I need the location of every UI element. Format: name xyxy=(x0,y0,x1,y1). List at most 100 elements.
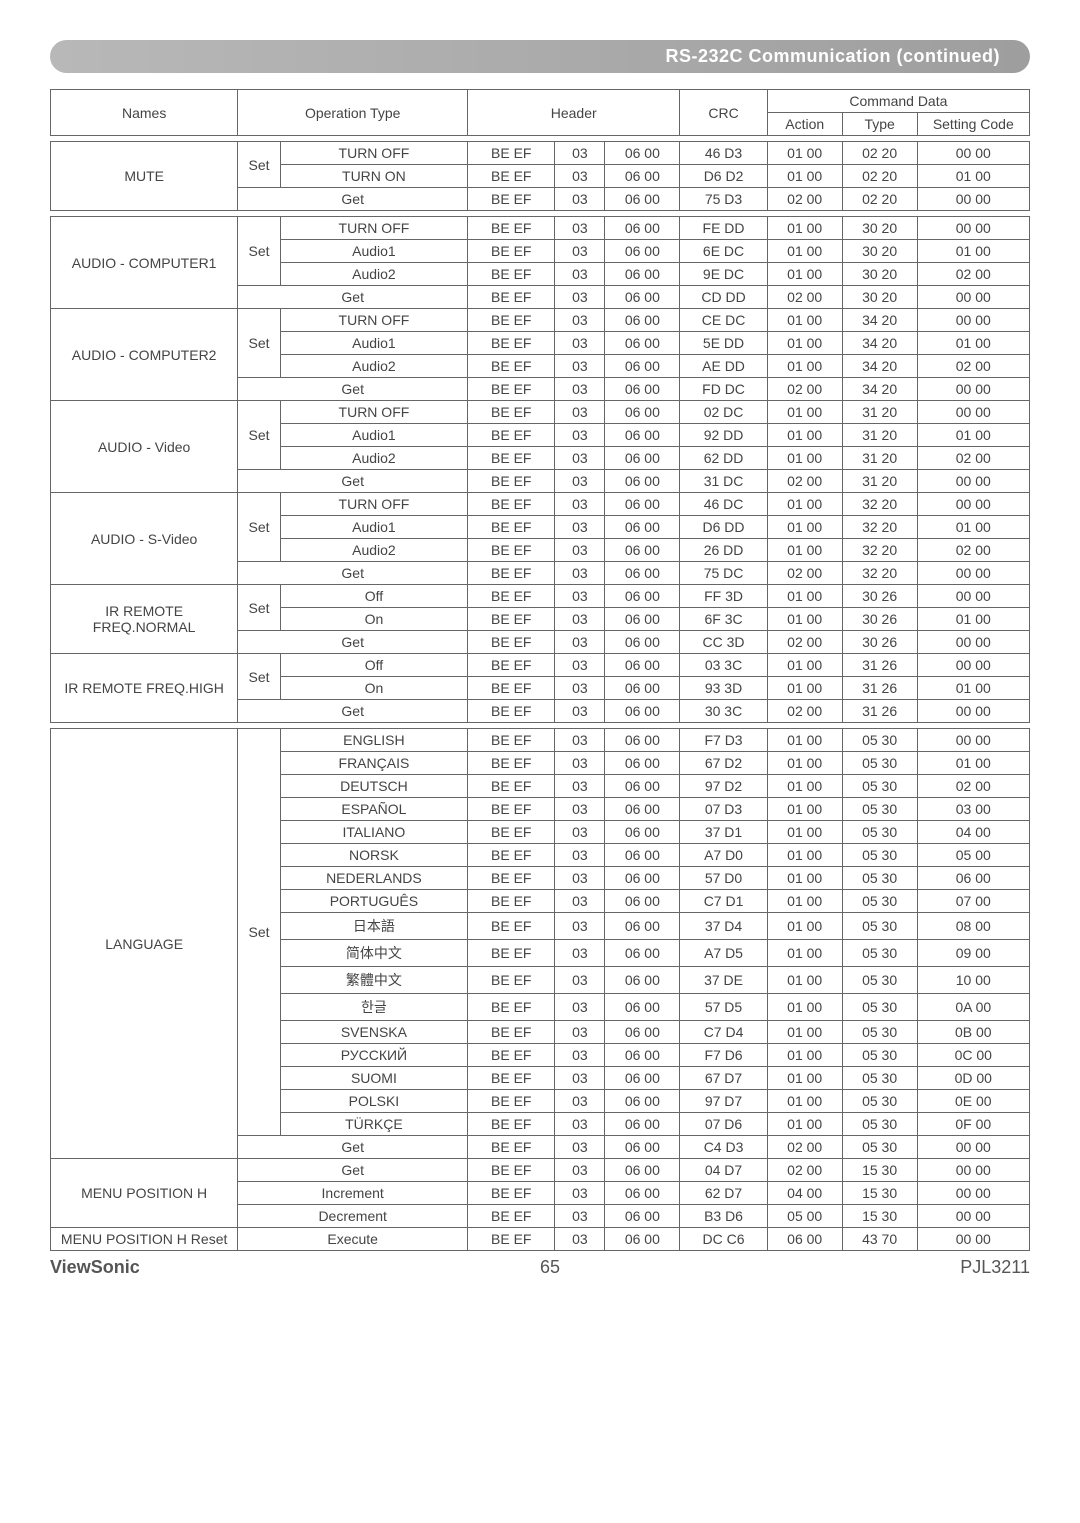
cell-h2: 03 xyxy=(555,188,605,211)
set-label: Set xyxy=(238,309,280,378)
cell-ty: 30 26 xyxy=(842,585,917,608)
cell-ty: 15 30 xyxy=(842,1205,917,1228)
cell-h1: BE EF xyxy=(468,1113,555,1136)
cell-h3: 06 00 xyxy=(605,890,680,913)
row-name: AUDIO - COMPUTER1 xyxy=(51,217,238,309)
table-row: IR REMOTE FREQ.HIGHSetOffBE EF0306 0003 … xyxy=(51,654,1030,677)
cell-h3: 06 00 xyxy=(605,913,680,940)
cell-h2: 03 xyxy=(555,1159,605,1182)
cell-h1: BE EF xyxy=(468,844,555,867)
cell-ty: 30 20 xyxy=(842,240,917,263)
cell-sc: 00 00 xyxy=(917,188,1029,211)
cell-h1: BE EF xyxy=(468,217,555,240)
cell-h1: BE EF xyxy=(468,539,555,562)
operation: TURN OFF xyxy=(280,493,467,516)
cell-crc: CE DC xyxy=(680,309,767,332)
footer-brand: ViewSonic xyxy=(50,1257,140,1278)
operation: POLSKI xyxy=(280,1090,467,1113)
cell-ac: 01 00 xyxy=(767,654,842,677)
cell-crc: D6 D2 xyxy=(680,165,767,188)
operation: FRANÇAIS xyxy=(280,752,467,775)
cell-crc: 37 D4 xyxy=(680,913,767,940)
cell-ac: 01 00 xyxy=(767,752,842,775)
cell-ac: 01 00 xyxy=(767,844,842,867)
table-row: MUTESetTURN OFFBE EF0306 0046 D301 0002 … xyxy=(51,142,1030,165)
operation: TURN OFF xyxy=(280,142,467,165)
cell-h3: 06 00 xyxy=(605,447,680,470)
cell-ac: 02 00 xyxy=(767,700,842,723)
operation: Audio1 xyxy=(280,240,467,263)
cell-sc: 00 00 xyxy=(917,142,1029,165)
cell-h1: BE EF xyxy=(468,240,555,263)
col-command-data: Command Data xyxy=(767,90,1029,113)
cell-sc: 01 00 xyxy=(917,424,1029,447)
cell-sc: 01 00 xyxy=(917,332,1029,355)
operation: ITALIANO xyxy=(280,821,467,844)
cell-crc: 37 D1 xyxy=(680,821,767,844)
cell-ac: 01 00 xyxy=(767,447,842,470)
col-operation-type: Operation Type xyxy=(238,90,468,136)
cell-h2: 03 xyxy=(555,165,605,188)
col-header: Header xyxy=(468,90,680,136)
cell-crc: 46 D3 xyxy=(680,142,767,165)
operation: 日本語 xyxy=(280,913,467,940)
cell-h3: 06 00 xyxy=(605,188,680,211)
cell-h2: 03 xyxy=(555,562,605,585)
cell-ac: 01 00 xyxy=(767,142,842,165)
operation: SVENSKA xyxy=(280,1021,467,1044)
cell-sc: 00 00 xyxy=(917,493,1029,516)
cell-h1: BE EF xyxy=(468,967,555,994)
operation: SUOMI xyxy=(280,1067,467,1090)
cell-ac: 01 00 xyxy=(767,677,842,700)
row-name: IR REMOTE FREQ.NORMAL xyxy=(51,585,238,654)
cell-h2: 03 xyxy=(555,470,605,493)
cell-ac: 01 00 xyxy=(767,1113,842,1136)
cell-ac: 01 00 xyxy=(767,516,842,539)
cell-ty: 05 30 xyxy=(842,1021,917,1044)
cell-crc: 67 D7 xyxy=(680,1067,767,1090)
cell-ac: 01 00 xyxy=(767,867,842,890)
cell-sc: 00 00 xyxy=(917,217,1029,240)
cell-crc: 5E DD xyxy=(680,332,767,355)
cell-sc: 01 00 xyxy=(917,677,1029,700)
set-label: Set xyxy=(238,585,280,631)
cell-h2: 03 xyxy=(555,1067,605,1090)
cell-h2: 03 xyxy=(555,775,605,798)
cell-crc: CD DD xyxy=(680,286,767,309)
cell-sc: 10 00 xyxy=(917,967,1029,994)
cell-sc: 00 00 xyxy=(917,286,1029,309)
cell-crc: 57 D0 xyxy=(680,867,767,890)
cell-h2: 03 xyxy=(555,798,605,821)
cell-crc: F7 D6 xyxy=(680,1044,767,1067)
cell-h3: 06 00 xyxy=(605,752,680,775)
cell-crc: 07 D3 xyxy=(680,798,767,821)
cell-h3: 06 00 xyxy=(605,798,680,821)
cell-crc: 75 D3 xyxy=(680,188,767,211)
cell-ty: 30 20 xyxy=(842,217,917,240)
cell-h1: BE EF xyxy=(468,729,555,752)
cell-h3: 06 00 xyxy=(605,1228,680,1251)
cell-h3: 06 00 xyxy=(605,142,680,165)
cell-ty: 31 20 xyxy=(842,424,917,447)
cell-h2: 03 xyxy=(555,994,605,1021)
cell-h3: 06 00 xyxy=(605,217,680,240)
cell-h1: BE EF xyxy=(468,142,555,165)
operation: Audio1 xyxy=(280,516,467,539)
cell-sc: 0F 00 xyxy=(917,1113,1029,1136)
cell-ac: 01 00 xyxy=(767,263,842,286)
operation: NORSK xyxy=(280,844,467,867)
cell-crc: 62 DD xyxy=(680,447,767,470)
cell-ac: 01 00 xyxy=(767,890,842,913)
cell-h3: 06 00 xyxy=(605,493,680,516)
cell-h1: BE EF xyxy=(468,1159,555,1182)
row-name: LANGUAGE xyxy=(51,729,238,1159)
cell-h2: 03 xyxy=(555,1205,605,1228)
cell-h1: BE EF xyxy=(468,1182,555,1205)
cell-ty: 30 20 xyxy=(842,263,917,286)
cell-ty: 30 20 xyxy=(842,286,917,309)
cell-h2: 03 xyxy=(555,729,605,752)
cell-h1: BE EF xyxy=(468,263,555,286)
cell-ac: 02 00 xyxy=(767,631,842,654)
cell-h3: 06 00 xyxy=(605,631,680,654)
cell-ty: 43 70 xyxy=(842,1228,917,1251)
